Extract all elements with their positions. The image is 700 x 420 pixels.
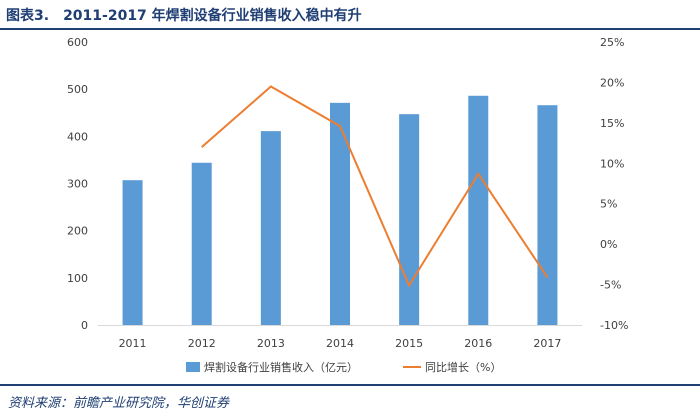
y-left-tick-label: 300 <box>67 178 88 191</box>
source-bar: 资料来源：前瞻产业研究院，华创证券 <box>0 384 700 420</box>
title-bar: 图表3. 2011-2017 年焊割设备行业销售收入稳中有升 <box>0 0 700 30</box>
y-right-tick-label: 25% <box>600 36 624 49</box>
source-note: 资料来源：前瞻产业研究院，华创证券 <box>8 396 230 411</box>
figure-title: 2011-2017 年焊割设备行业销售收入稳中有升 <box>63 8 362 24</box>
bar <box>537 105 558 325</box>
growth-line <box>201 85 549 288</box>
figure-label: 图表3. <box>6 8 50 24</box>
chart-title: 图表3. 2011-2017 年焊割设备行业销售收入稳中有升 <box>6 5 362 25</box>
y-right-tick-label: -10% <box>600 319 628 332</box>
x-tick-label: 2012 <box>188 337 216 350</box>
y-left-tick-label: 200 <box>67 225 88 238</box>
y-right-tick-label: 10% <box>600 157 624 170</box>
x-tick-label: 2011 <box>119 337 147 350</box>
y-right-tick-label: 0% <box>600 238 617 251</box>
x-tick-label: 2017 <box>533 337 561 350</box>
x-tick-label: 2015 <box>395 337 423 350</box>
x-tick-label: 2016 <box>464 337 492 350</box>
y-right-tick-label: 5% <box>600 198 617 211</box>
y-left-tick-label: 0 <box>81 319 88 332</box>
bar <box>191 162 212 325</box>
bar <box>260 131 281 325</box>
bar <box>468 95 489 326</box>
y-right-tick-label: -5% <box>600 279 621 292</box>
x-tick-label: 2014 <box>326 337 354 350</box>
bar <box>122 180 143 325</box>
bar <box>399 114 420 325</box>
y-right-tick-label: 15% <box>600 117 624 130</box>
legend-label-revenue: 焊割设备行业销售收入（亿元） <box>204 360 358 374</box>
legend-label-growth: 同比增长（%） <box>425 360 501 374</box>
y-left-tick-label: 100 <box>67 272 88 285</box>
combo-chart: 0 100 200 300 400 500 600 -10% -5% 0% 5% 10% 15% 20% 2… <box>67 36 628 374</box>
y-left-tick-label: 400 <box>67 130 88 143</box>
y-left-tick-label: 500 <box>67 83 88 96</box>
bar <box>330 102 350 325</box>
x-tick-label: 2013 <box>257 337 285 350</box>
legend-swatch-bar <box>186 362 200 372</box>
y-left-tick-label: 600 <box>67 36 88 49</box>
y-right-tick-label: 20% <box>600 76 624 89</box>
